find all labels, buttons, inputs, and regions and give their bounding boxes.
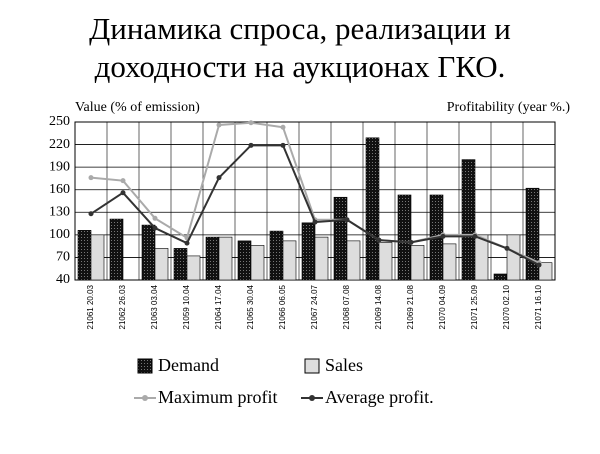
y-tick-label: 190 bbox=[49, 159, 70, 174]
bar bbox=[301, 222, 316, 281]
bar bbox=[173, 248, 188, 281]
marker bbox=[216, 175, 222, 181]
y2-axis-label: Profitability (year %.) bbox=[447, 100, 571, 115]
bar bbox=[77, 230, 92, 281]
y-tick-label: 160 bbox=[49, 182, 70, 197]
bar bbox=[109, 218, 124, 281]
legend-swatch bbox=[304, 358, 320, 374]
marker bbox=[504, 245, 510, 251]
x-tick-label: 21063 03.04 bbox=[150, 284, 159, 329]
legend-marker bbox=[142, 395, 148, 401]
bar bbox=[461, 159, 476, 281]
legend-label: Demand bbox=[158, 355, 219, 375]
bar bbox=[141, 224, 156, 281]
marker bbox=[344, 217, 350, 223]
marker bbox=[280, 142, 286, 148]
marker bbox=[88, 211, 94, 217]
x-tick-label: 21067 24.07 bbox=[310, 284, 319, 329]
bar bbox=[365, 137, 380, 281]
x-tick-label: 21066 06.05 bbox=[278, 284, 287, 329]
x-tick-label: 21071 16.10 bbox=[534, 284, 543, 329]
bar bbox=[397, 194, 412, 281]
marker bbox=[152, 225, 158, 231]
bar bbox=[218, 236, 233, 281]
bar bbox=[250, 245, 265, 281]
marker bbox=[408, 239, 414, 245]
bar bbox=[282, 240, 297, 281]
bar bbox=[410, 245, 425, 281]
bar bbox=[493, 273, 508, 281]
x-tick-label: 21062 26.03 bbox=[118, 284, 127, 329]
bar bbox=[474, 234, 489, 281]
x-tick-label: 21065 30.04 bbox=[246, 284, 255, 329]
x-tick-label: 21068 07.08 bbox=[342, 284, 351, 329]
chart-title: Динамика спроса, реализации и доходности… bbox=[89, 11, 511, 84]
x-tick-label: 21059 10.04 bbox=[182, 284, 191, 329]
bar bbox=[506, 234, 521, 281]
legend-swatch bbox=[137, 358, 153, 374]
marker bbox=[216, 122, 222, 128]
x-tick-label: 21061 20.03 bbox=[86, 284, 95, 329]
y-tick-label: 130 bbox=[49, 205, 70, 220]
bar bbox=[154, 248, 169, 281]
x-tick-label: 21071 25.09 bbox=[470, 284, 479, 329]
legend-label: Average profit. bbox=[325, 387, 434, 407]
legend-marker bbox=[309, 395, 315, 401]
y-axis-label: Value (% of emission) bbox=[75, 100, 200, 115]
marker bbox=[280, 124, 286, 130]
marker bbox=[440, 233, 446, 239]
marker bbox=[88, 175, 94, 181]
x-tick-label: 21069 14.08 bbox=[374, 284, 383, 329]
bar bbox=[538, 262, 553, 281]
marker bbox=[184, 240, 190, 246]
marker bbox=[472, 233, 478, 239]
legend-label: Maximum profit bbox=[158, 387, 278, 407]
bar bbox=[333, 196, 348, 281]
marker bbox=[536, 262, 542, 268]
y-tick-label: 40 bbox=[56, 272, 70, 287]
bar bbox=[442, 243, 457, 281]
x-tick-label: 21070 02.10 bbox=[502, 284, 511, 329]
marker bbox=[120, 178, 126, 184]
bar bbox=[186, 255, 201, 281]
bar bbox=[205, 236, 220, 281]
bar bbox=[346, 240, 361, 281]
y-tick-label: 220 bbox=[49, 137, 70, 152]
marker bbox=[248, 142, 254, 148]
x-tick-label: 21064 17.04 bbox=[214, 284, 223, 329]
bar bbox=[525, 187, 540, 281]
bar bbox=[314, 236, 329, 281]
marker bbox=[152, 215, 158, 221]
bar bbox=[237, 240, 252, 281]
legend-label: Sales bbox=[325, 355, 363, 375]
bar bbox=[90, 234, 105, 281]
marker bbox=[376, 237, 382, 243]
bar bbox=[269, 230, 284, 281]
y-tick-label: 100 bbox=[49, 227, 70, 242]
y-tick-label: 250 bbox=[49, 114, 70, 129]
marker bbox=[312, 219, 318, 225]
marker bbox=[120, 190, 126, 196]
bar bbox=[378, 242, 393, 281]
x-tick-label: 21070 04.09 bbox=[438, 284, 447, 329]
y-tick-label: 70 bbox=[56, 250, 70, 265]
marker bbox=[248, 120, 254, 126]
x-tick-label: 21069 21.08 bbox=[406, 284, 415, 329]
